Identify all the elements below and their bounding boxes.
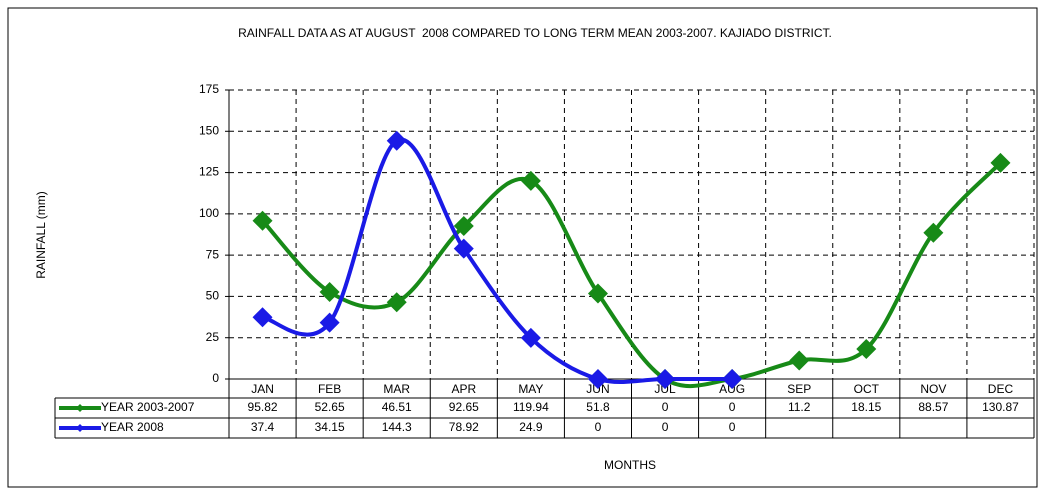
y-tick-label: 175 bbox=[199, 82, 219, 96]
table-cell: 34.15 bbox=[315, 420, 345, 434]
table-cell: 119.94 bbox=[513, 400, 549, 414]
x-tick-label: JAN bbox=[251, 382, 274, 396]
x-tick-label: FEB bbox=[318, 382, 341, 396]
y-tick-label: 0 bbox=[212, 371, 219, 385]
x-tick-label: JUN bbox=[586, 382, 609, 396]
y-tick-label: 50 bbox=[206, 289, 220, 303]
data-point bbox=[520, 170, 541, 191]
x-tick-label: MAY bbox=[518, 382, 543, 396]
data-point bbox=[990, 152, 1011, 173]
chart-title: RAINFALL DATA AS AT AUGUST 2008 COMPARED… bbox=[238, 26, 832, 40]
data-point bbox=[722, 369, 743, 389]
x-tick-label: JUL bbox=[654, 382, 676, 396]
x-tick-label: DEC bbox=[988, 382, 1014, 396]
table-cell: 51.8 bbox=[586, 400, 610, 414]
data-point bbox=[252, 307, 273, 328]
data-point bbox=[319, 282, 340, 303]
data-point bbox=[789, 350, 810, 371]
y-axis-label: RAINFALL (mm) bbox=[34, 191, 48, 279]
table-cell: 88.57 bbox=[918, 400, 948, 414]
table-cell: 144.3 bbox=[382, 420, 412, 434]
table-cell: 37.4 bbox=[251, 420, 275, 434]
data-point bbox=[587, 369, 608, 389]
table-cell: 92.65 bbox=[449, 400, 479, 414]
table-cell: 0 bbox=[662, 400, 669, 414]
data-point bbox=[252, 210, 273, 231]
x-tick-label: OCT bbox=[854, 382, 880, 396]
table-cell: 18.15 bbox=[851, 400, 881, 414]
table-cell: 11.2 bbox=[788, 400, 811, 414]
data-point bbox=[923, 222, 944, 243]
y-tick-label: 150 bbox=[199, 123, 219, 137]
table-cell: 78.92 bbox=[449, 420, 479, 434]
legend-marker bbox=[76, 424, 84, 432]
table-cell: 46.51 bbox=[382, 400, 412, 414]
table-cell: 0 bbox=[595, 420, 602, 434]
data-point bbox=[386, 292, 407, 313]
legend-label: YEAR 2003-2007 bbox=[101, 400, 195, 414]
x-axis-label: MONTHS bbox=[604, 458, 656, 472]
y-tick-label: 25 bbox=[206, 330, 220, 344]
table-cell: 0 bbox=[729, 420, 736, 434]
legend-marker bbox=[76, 404, 84, 412]
table-cell: 24.9 bbox=[519, 420, 543, 434]
data-point bbox=[319, 312, 340, 333]
legend-label: YEAR 2008 bbox=[101, 420, 164, 434]
data-point bbox=[453, 215, 474, 236]
x-tick-label: APR bbox=[451, 382, 476, 396]
x-tick-label: MAR bbox=[383, 382, 410, 396]
table-cell: 52.65 bbox=[315, 400, 345, 414]
chart-border bbox=[7, 7, 1038, 488]
x-tick-label: AUG bbox=[719, 382, 745, 396]
y-tick-label: 125 bbox=[199, 165, 219, 179]
table-cell: 95.82 bbox=[248, 400, 278, 414]
y-tick-label: 100 bbox=[199, 206, 219, 220]
data-point bbox=[386, 130, 407, 151]
data-point bbox=[655, 369, 676, 389]
table-cell: 130.87 bbox=[982, 400, 1019, 414]
data-point bbox=[587, 283, 608, 304]
x-tick-label: NOV bbox=[920, 382, 946, 396]
table-cell: 0 bbox=[729, 400, 736, 414]
data-point bbox=[520, 327, 541, 348]
y-tick-label: 75 bbox=[206, 247, 220, 261]
table-cell: 0 bbox=[662, 420, 669, 434]
x-tick-label: SEP bbox=[787, 382, 811, 396]
data-point bbox=[856, 339, 877, 360]
data-point bbox=[453, 238, 474, 259]
